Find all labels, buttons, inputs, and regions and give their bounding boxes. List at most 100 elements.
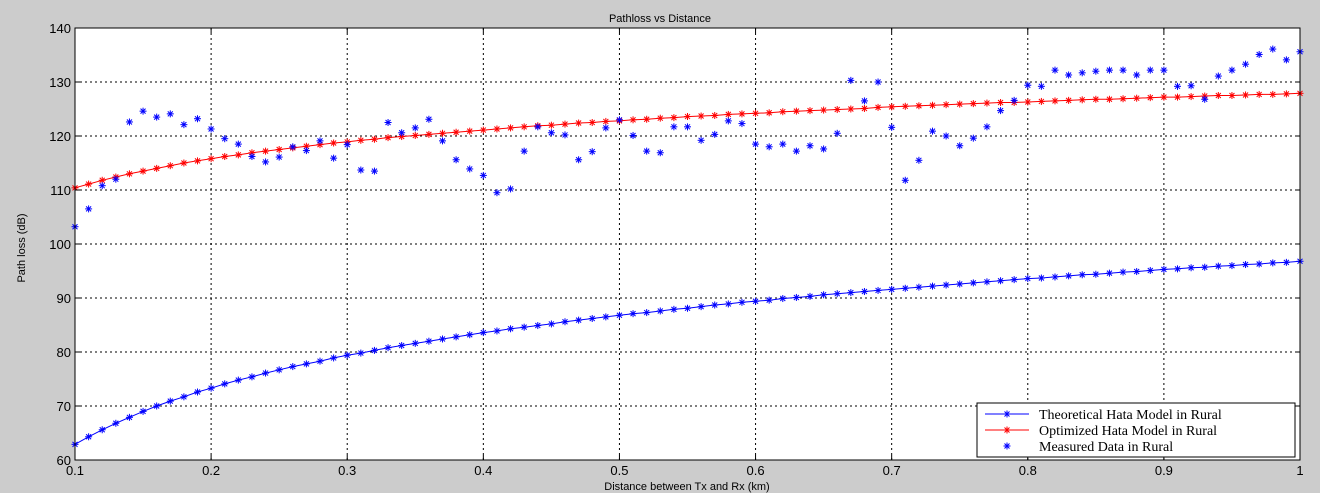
data-point [942, 101, 950, 109]
x-tick-label: 1 [1296, 463, 1303, 478]
data-point [1187, 82, 1195, 90]
data-point [180, 393, 188, 401]
data-point [1065, 272, 1073, 280]
legend-label: Optimized Hata Model in Rural [1039, 424, 1217, 439]
data-point [384, 119, 392, 126]
data-point [711, 111, 719, 119]
data-point [1255, 50, 1263, 58]
data-point [779, 295, 787, 303]
data-point [983, 278, 991, 286]
x-axis-label: Distance between Tx and Rx (km) [604, 481, 769, 493]
data-point [493, 189, 501, 197]
data-point [901, 284, 909, 292]
legend-label: Measured Data in Rural [1039, 440, 1173, 455]
data-point [1010, 276, 1018, 284]
data-point [820, 291, 828, 299]
legend-entry: Theoretical Hata Model in Rural [985, 408, 1222, 423]
data-point [547, 320, 555, 328]
data-point [670, 123, 678, 131]
data-point [357, 166, 365, 174]
data-point [357, 349, 365, 357]
data-point [439, 137, 446, 145]
data-point [983, 123, 991, 131]
y-tick-label: 100 [49, 237, 71, 252]
data-point [1092, 67, 1100, 75]
data-point [262, 369, 270, 377]
data-point [656, 307, 664, 315]
data-point [1201, 95, 1209, 103]
x-tick-label: 0.9 [1155, 463, 1173, 478]
data-point [493, 125, 501, 133]
data-point [765, 296, 773, 304]
y-tick-label: 70 [57, 399, 71, 414]
data-point [956, 142, 964, 150]
data-point [85, 180, 93, 188]
data-point [629, 310, 637, 318]
data-point [452, 333, 460, 341]
data-point [929, 282, 936, 290]
data-point [1037, 97, 1045, 105]
data-point [139, 407, 147, 415]
data-point [738, 298, 746, 306]
data-point [1187, 93, 1195, 101]
data-point [1024, 98, 1032, 106]
data-point [643, 309, 651, 317]
data-point [98, 426, 106, 434]
legend-marker [1003, 426, 1011, 434]
data-point [874, 103, 882, 111]
data-point [969, 279, 977, 287]
data-point [1228, 92, 1236, 99]
data-point [207, 125, 215, 133]
y-tick-label: 120 [49, 129, 71, 144]
data-point [629, 131, 637, 139]
data-point [262, 147, 270, 155]
data-point [1255, 260, 1263, 268]
data-point [180, 121, 188, 129]
data-point [820, 106, 828, 114]
data-point [153, 164, 161, 172]
data-point [833, 129, 841, 137]
data-point [670, 305, 678, 313]
y-tick-label: 110 [50, 183, 71, 198]
data-point [820, 145, 828, 153]
data-point [711, 130, 719, 138]
data-point [221, 135, 229, 143]
data-point [330, 139, 338, 147]
y-axis-label: Path loss (dB) [16, 213, 28, 282]
data-point [194, 388, 201, 396]
data-point [452, 156, 460, 164]
data-point [1105, 95, 1113, 103]
data-point [439, 335, 446, 343]
y-tick-label: 130 [49, 75, 71, 90]
data-point [1242, 60, 1250, 68]
data-point [915, 283, 923, 291]
x-tick-label: 0.6 [747, 463, 765, 478]
data-point [969, 100, 977, 108]
data-point [1174, 82, 1181, 90]
data-point [425, 130, 433, 138]
data-point [1160, 265, 1168, 273]
data-point [302, 360, 310, 368]
data-point [1119, 268, 1127, 276]
data-point [384, 344, 392, 352]
data-point [629, 116, 637, 124]
data-point [234, 140, 242, 148]
data-point [915, 102, 923, 110]
data-point [765, 109, 773, 117]
data-point [439, 129, 446, 137]
data-point [98, 182, 106, 190]
data-point [85, 205, 93, 213]
data-point [384, 134, 392, 142]
data-point [929, 127, 936, 135]
data-point [847, 289, 855, 297]
data-point [942, 281, 950, 289]
data-point [479, 126, 487, 134]
y-tick-label: 60 [57, 453, 71, 468]
data-point [588, 119, 596, 126]
data-point [588, 315, 596, 323]
x-tick-label: 0.7 [883, 463, 901, 478]
data-point [561, 131, 569, 139]
data-point [806, 142, 814, 150]
data-point [452, 128, 460, 136]
data-point [520, 147, 528, 155]
